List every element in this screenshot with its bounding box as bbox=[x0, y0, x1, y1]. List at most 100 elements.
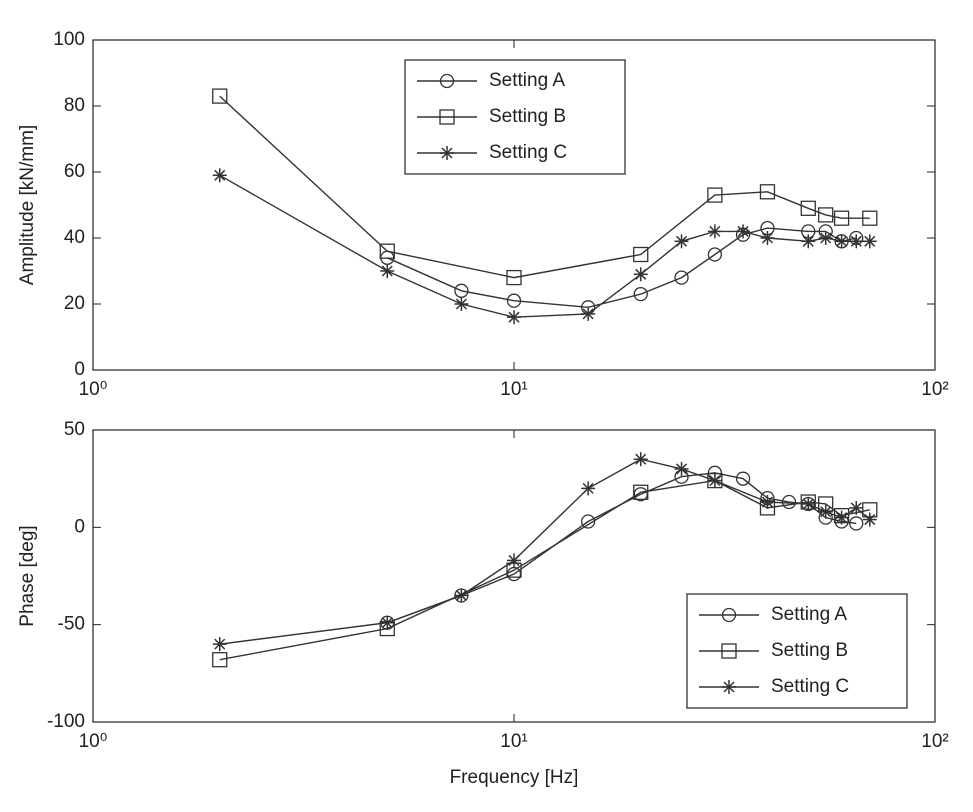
star-stroke bbox=[381, 617, 393, 629]
marker-square bbox=[212, 652, 228, 668]
marker-star bbox=[722, 680, 736, 694]
marker-square bbox=[439, 109, 455, 125]
x-tick-label: 10² bbox=[921, 379, 948, 400]
star-stroke bbox=[850, 235, 862, 247]
marker-star bbox=[633, 267, 648, 282]
marker-star bbox=[834, 234, 849, 249]
marker-star bbox=[818, 504, 833, 519]
marker-square bbox=[800, 200, 816, 216]
star-stroke bbox=[761, 496, 773, 508]
marker-star bbox=[760, 231, 775, 245]
marker-star bbox=[674, 461, 689, 476]
star-stroke bbox=[381, 265, 393, 277]
marker-circle bbox=[580, 514, 596, 529]
y-tick-label: 60 bbox=[64, 161, 85, 182]
marker-star bbox=[707, 473, 722, 488]
marker-star bbox=[212, 168, 227, 183]
star-stroke bbox=[508, 554, 520, 566]
marker-square bbox=[833, 210, 850, 226]
marker-star bbox=[801, 234, 816, 249]
marker-star bbox=[862, 512, 877, 527]
series-line bbox=[219, 174, 870, 318]
y-tick-label: 0 bbox=[74, 359, 85, 380]
x-axis-label: Frequency [Hz] bbox=[450, 767, 579, 788]
x-tick-label: 10¹ bbox=[500, 379, 527, 400]
star-stroke bbox=[761, 232, 773, 244]
marker-star bbox=[736, 224, 751, 239]
x-tick-label: 10⁰ bbox=[79, 379, 108, 400]
marker-square bbox=[818, 207, 834, 223]
marker-star bbox=[454, 297, 469, 311]
marker-square bbox=[212, 88, 228, 104]
marker-circle bbox=[707, 247, 723, 262]
marker-square bbox=[707, 187, 723, 203]
marker-star bbox=[818, 231, 833, 245]
y-tick-label: 20 bbox=[64, 293, 85, 314]
star-stroke bbox=[709, 225, 721, 237]
marker-circle bbox=[781, 494, 797, 510]
marker-star bbox=[633, 452, 648, 467]
y-tick-label: 0 bbox=[74, 516, 85, 537]
star-stroke bbox=[737, 225, 749, 237]
star-stroke bbox=[836, 512, 848, 524]
marker-star bbox=[707, 224, 722, 239]
star-stroke bbox=[635, 453, 647, 465]
marker-star bbox=[849, 234, 864, 249]
marker-square bbox=[862, 210, 878, 226]
star-stroke bbox=[864, 235, 876, 247]
legend-label: Setting B bbox=[489, 106, 566, 127]
star-stroke bbox=[455, 589, 467, 601]
y-axis-label: Phase [deg] bbox=[17, 525, 38, 626]
series-line bbox=[219, 458, 871, 645]
star-stroke bbox=[676, 463, 688, 475]
star-stroke bbox=[820, 232, 832, 244]
star-stroke bbox=[214, 638, 226, 650]
star-stroke bbox=[508, 311, 520, 323]
marker-star bbox=[507, 310, 521, 325]
y-tick-label: 100 bbox=[53, 29, 85, 50]
marker-star bbox=[440, 146, 454, 160]
marker-star bbox=[581, 306, 596, 321]
y-axis-label: Amplitude [kN/mm] bbox=[17, 125, 38, 285]
marker-circle bbox=[633, 286, 648, 302]
star-stroke bbox=[802, 235, 814, 247]
star-stroke bbox=[582, 482, 594, 494]
marker-square bbox=[759, 184, 776, 200]
legend: Setting A Setting B Setting C bbox=[686, 593, 908, 709]
star-stroke bbox=[441, 147, 453, 159]
star-stroke bbox=[676, 235, 688, 247]
marker-star bbox=[507, 553, 521, 568]
marker-circle bbox=[735, 471, 751, 486]
marker-star bbox=[849, 500, 864, 515]
star-stroke bbox=[723, 681, 735, 693]
marker-circle bbox=[849, 516, 864, 531]
y-tick-label: -100 bbox=[47, 711, 85, 732]
x-tick-label: 10⁰ bbox=[79, 731, 108, 752]
marker-square bbox=[721, 643, 737, 659]
marker-star bbox=[760, 495, 775, 510]
marker-circle bbox=[506, 293, 522, 308]
marker-circle bbox=[721, 607, 737, 623]
marker-star bbox=[380, 264, 395, 278]
legend: Setting A Setting B Setting C bbox=[404, 59, 626, 175]
marker-star bbox=[862, 234, 877, 249]
legend-label: Setting B bbox=[771, 640, 848, 661]
marker-star bbox=[801, 496, 816, 511]
star-stroke bbox=[850, 502, 862, 514]
star-stroke bbox=[820, 506, 832, 518]
marker-star bbox=[581, 481, 596, 496]
legend-label: Setting C bbox=[771, 676, 849, 697]
marker-square bbox=[633, 484, 649, 500]
legend-label: Setting A bbox=[489, 70, 565, 91]
marker-star bbox=[380, 615, 395, 630]
star-stroke bbox=[802, 498, 814, 510]
x-tick-label: 10² bbox=[921, 731, 948, 752]
marker-star bbox=[454, 588, 469, 603]
star-stroke bbox=[709, 475, 721, 487]
star-stroke bbox=[635, 268, 647, 280]
marker-circle bbox=[439, 73, 455, 89]
star-stroke bbox=[214, 169, 226, 181]
y-tick-label: 80 bbox=[64, 95, 85, 116]
